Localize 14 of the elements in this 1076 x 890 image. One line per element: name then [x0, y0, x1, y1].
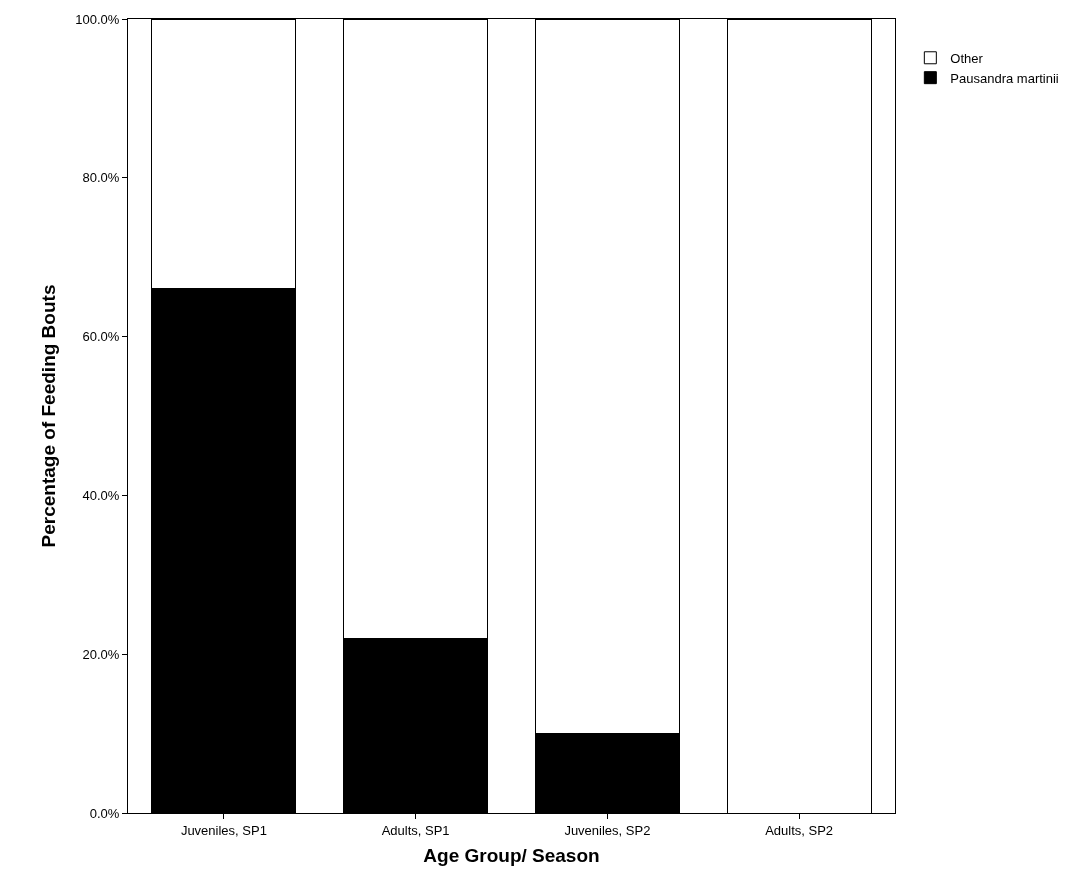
x-axis-title: Age Group/ Season: [423, 845, 600, 867]
y-tick-label: 40.0%: [82, 487, 120, 503]
y-axis-title: Percentage of Feeding Bouts: [38, 284, 60, 548]
x-tick-label: Juveniles, SP1: [180, 822, 267, 838]
y-tick-label: 100.0%: [75, 11, 120, 27]
x-tick-label: Adults, SP2: [765, 822, 834, 838]
y-tick-label: 0.0%: [89, 805, 120, 821]
y-tick-label: 80.0%: [82, 170, 120, 186]
y-tick-label: 20.0%: [82, 646, 120, 662]
legend-label: Pausandra martinii: [950, 70, 1059, 86]
x-tick-label: Juveniles, SP2: [564, 822, 651, 838]
y-tick-label: 60.0%: [82, 329, 120, 345]
x-tick-label: Adults, SP1: [381, 822, 450, 838]
legend-label: Other: [950, 50, 984, 66]
